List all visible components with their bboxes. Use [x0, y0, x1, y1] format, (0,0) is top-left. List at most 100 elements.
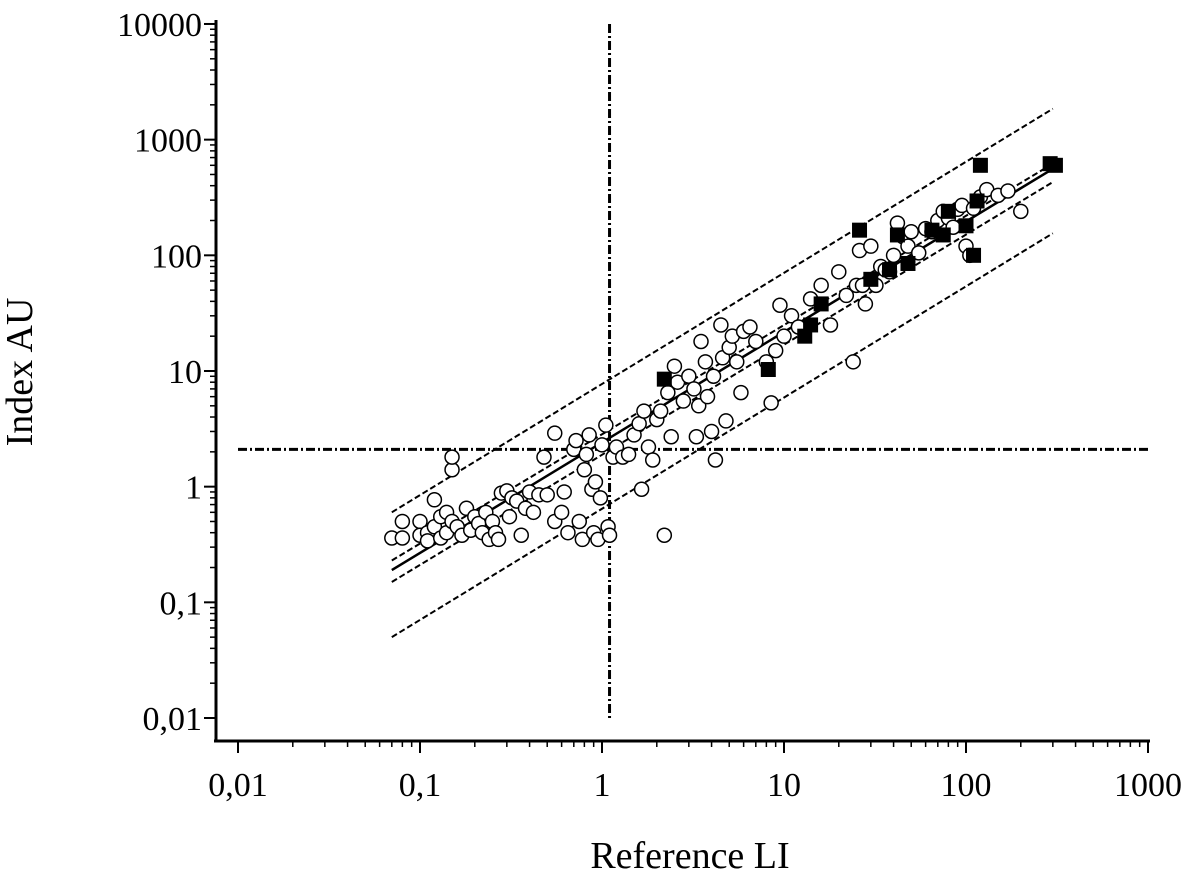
open-circle-point — [705, 368, 722, 385]
open-circle-point — [601, 527, 618, 544]
open-circle-point — [728, 354, 745, 370]
open-circle-point — [831, 264, 847, 280]
open-circle-point — [426, 492, 443, 508]
y-tick-label: 1 — [185, 470, 202, 507]
open-circle-point — [539, 487, 555, 503]
filled-square-point — [852, 222, 868, 238]
filled-square-point — [969, 193, 985, 209]
filled-square-point — [889, 227, 905, 243]
open-circle-point — [686, 381, 702, 397]
open-circle-point — [713, 317, 729, 333]
open-circle-point — [571, 513, 588, 530]
open-circle-point — [813, 277, 829, 294]
y-tick-label: 1000 — [134, 123, 202, 160]
open-circle-point — [666, 358, 683, 374]
open-circle-point — [536, 449, 552, 465]
y-tick-label: 100 — [151, 238, 202, 275]
filled-square-point — [813, 296, 829, 312]
open-circle-point — [663, 429, 679, 445]
y-tick-label: 0,1 — [160, 585, 203, 622]
filled-square-point — [863, 271, 879, 287]
open-circle-point — [592, 490, 609, 506]
open-circle-point — [553, 504, 570, 521]
open-circle-point — [546, 425, 563, 441]
open-circle-point — [568, 432, 584, 449]
open-circle-point — [636, 403, 652, 419]
y-axis-ticks: 0,01 0,1 1 10 100 1000 10000 — [117, 7, 216, 738]
open-circle-point — [703, 423, 720, 440]
open-circle-point — [772, 297, 788, 314]
filled-square-point — [972, 157, 988, 173]
open-circle-point — [560, 524, 576, 541]
open-circle-point — [857, 296, 874, 312]
open-circle-point — [693, 333, 709, 350]
open-circle-point — [748, 333, 764, 350]
filled-square-point — [803, 317, 819, 333]
open-circle-point — [576, 462, 593, 478]
open-circle-point — [594, 437, 610, 453]
open-circle-point — [644, 452, 661, 468]
open-circle-point — [733, 384, 749, 401]
y-tick-label: 0,01 — [143, 701, 203, 738]
x-tick-label: 1000 — [1114, 767, 1182, 804]
x-tick-label: 0,1 — [399, 767, 442, 804]
filled-square-point — [656, 371, 672, 387]
open-circle-point — [419, 533, 436, 549]
prediction-lower-line — [391, 232, 1054, 639]
filled-square-point — [958, 218, 974, 234]
open-circle-point — [742, 319, 758, 335]
y-axis-title: Index AU — [0, 298, 41, 447]
open-circle-point — [763, 395, 779, 411]
open-circle-point — [394, 513, 411, 530]
open-circle-point — [581, 427, 597, 443]
filled-square-point — [935, 227, 951, 243]
filled-square-point — [900, 255, 916, 271]
prediction-upper-line — [391, 107, 1054, 514]
open-circle-point — [578, 446, 595, 463]
open-circle-point — [574, 531, 591, 548]
filled-square-point — [966, 247, 982, 263]
open-circle-point — [444, 449, 460, 465]
open-circle-point — [675, 393, 692, 409]
open-circle-point — [490, 531, 507, 548]
filled-square-point — [940, 203, 956, 219]
open-circle-point — [525, 504, 542, 521]
open-circle-point — [556, 484, 572, 500]
y-tick-label: 10 — [168, 354, 202, 391]
open-circle-point — [587, 474, 604, 490]
open-circle-point — [620, 446, 637, 463]
open-circle-point — [640, 439, 657, 455]
open-circle-point — [513, 527, 529, 544]
open-circle-point — [838, 287, 855, 304]
regression-lines — [391, 107, 1054, 639]
open-circle-point — [707, 452, 724, 468]
open-circle-point — [822, 317, 839, 333]
open-circle-point — [718, 413, 734, 429]
filled-square-point — [882, 262, 898, 278]
open-circle-point — [863, 238, 879, 254]
x-tick-label: 100 — [941, 767, 992, 804]
open-circle-point — [697, 354, 714, 370]
open-circle-point — [652, 403, 669, 419]
open-circle-point — [598, 417, 614, 433]
x-axis-ticks: 0,01 0,1 1 10 100 1000 — [208, 741, 1182, 804]
data-points — [384, 156, 1063, 549]
filled-square-point — [1047, 157, 1063, 173]
filled-square-point — [760, 362, 776, 378]
open-circle-point — [783, 308, 800, 324]
open-circle-point — [394, 530, 411, 546]
open-circle-point — [767, 342, 784, 359]
open-circle-point — [885, 247, 902, 264]
x-axis-title: Reference LI — [590, 835, 789, 873]
open-circle-point — [688, 429, 705, 445]
open-circle-point — [699, 388, 716, 405]
open-circle-point — [1013, 203, 1029, 220]
y-tick-label: 10000 — [117, 7, 202, 44]
x-tick-label: 10 — [767, 767, 801, 804]
open-circle-point — [501, 508, 518, 525]
open-circle-point — [845, 354, 861, 370]
x-tick-label: 1 — [594, 767, 611, 804]
x-tick-label: 0,01 — [208, 767, 268, 804]
open-circle-point — [656, 527, 673, 544]
